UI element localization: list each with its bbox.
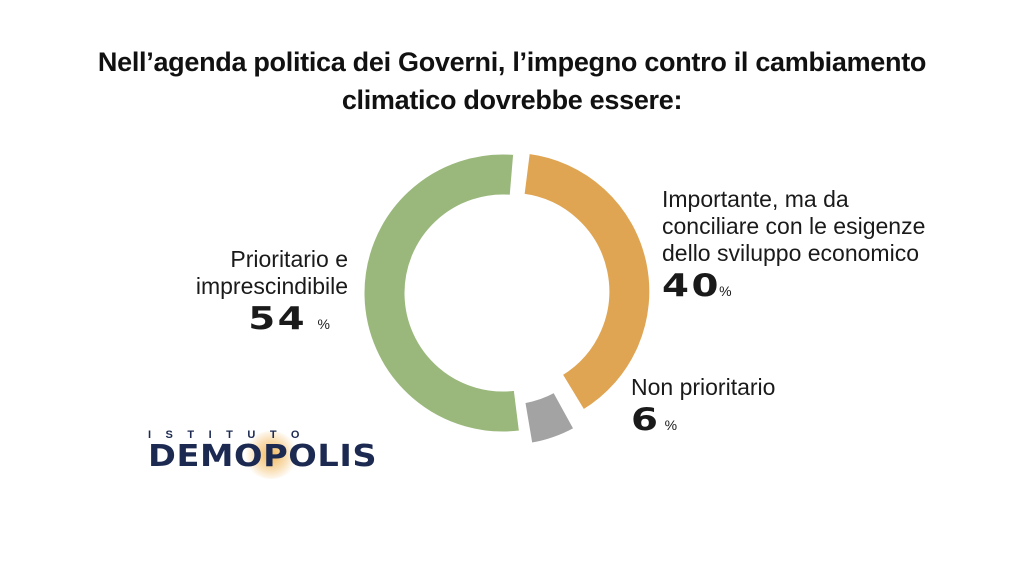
chart-title: Nell’agenda politica dei Governi, l’impe… (60, 44, 964, 120)
slice-label-non-prioritario-line-1: Non prioritario (631, 374, 776, 400)
slice-value-importante: 40 (662, 268, 721, 304)
slice-value-non-prioritario: 6 (631, 402, 661, 438)
slice-label-non-prioritario: Non prioritario 6% (631, 374, 775, 439)
slice-label-prioritario: Prioritario e imprescindibile 54% (196, 246, 348, 338)
chart-title-line-2: climatico dovrebbe essere: (341, 84, 683, 115)
slice-unit-importante: % (719, 283, 732, 299)
slice-prioritario (361, 151, 523, 435)
slice-label-importante-line-1: Importante, ma da (662, 186, 849, 212)
slice-label-prioritario-line-1: Prioritario e (230, 246, 348, 272)
demopolis-logo: ISTITUTO DEMOPOLIS (148, 429, 408, 479)
logo-top-text: ISTITUTO (148, 429, 314, 441)
slice-label-importante-line-2: conciliare con le esigenze (662, 213, 926, 239)
slice-label-importante-line-3: dello sviluppo economico (662, 240, 919, 266)
chart-title-line-1: Nell’agenda politica dei Governi, l’impe… (97, 47, 927, 77)
logo-glow (244, 431, 298, 479)
logo-main-text: DEMOPOLIS (148, 439, 378, 474)
slice-unit-non-prioritario: % (664, 417, 678, 433)
slice-importante (521, 150, 653, 414)
slice-label-importante: Importante, ma da conciliare con le esig… (662, 186, 925, 305)
slice-unit-prioritario: % (317, 316, 330, 332)
slice-label-prioritario-line-2: imprescindibile (195, 273, 348, 299)
slice-value-prioritario: 54 (248, 301, 308, 337)
slice-non-prioritario (522, 389, 578, 446)
